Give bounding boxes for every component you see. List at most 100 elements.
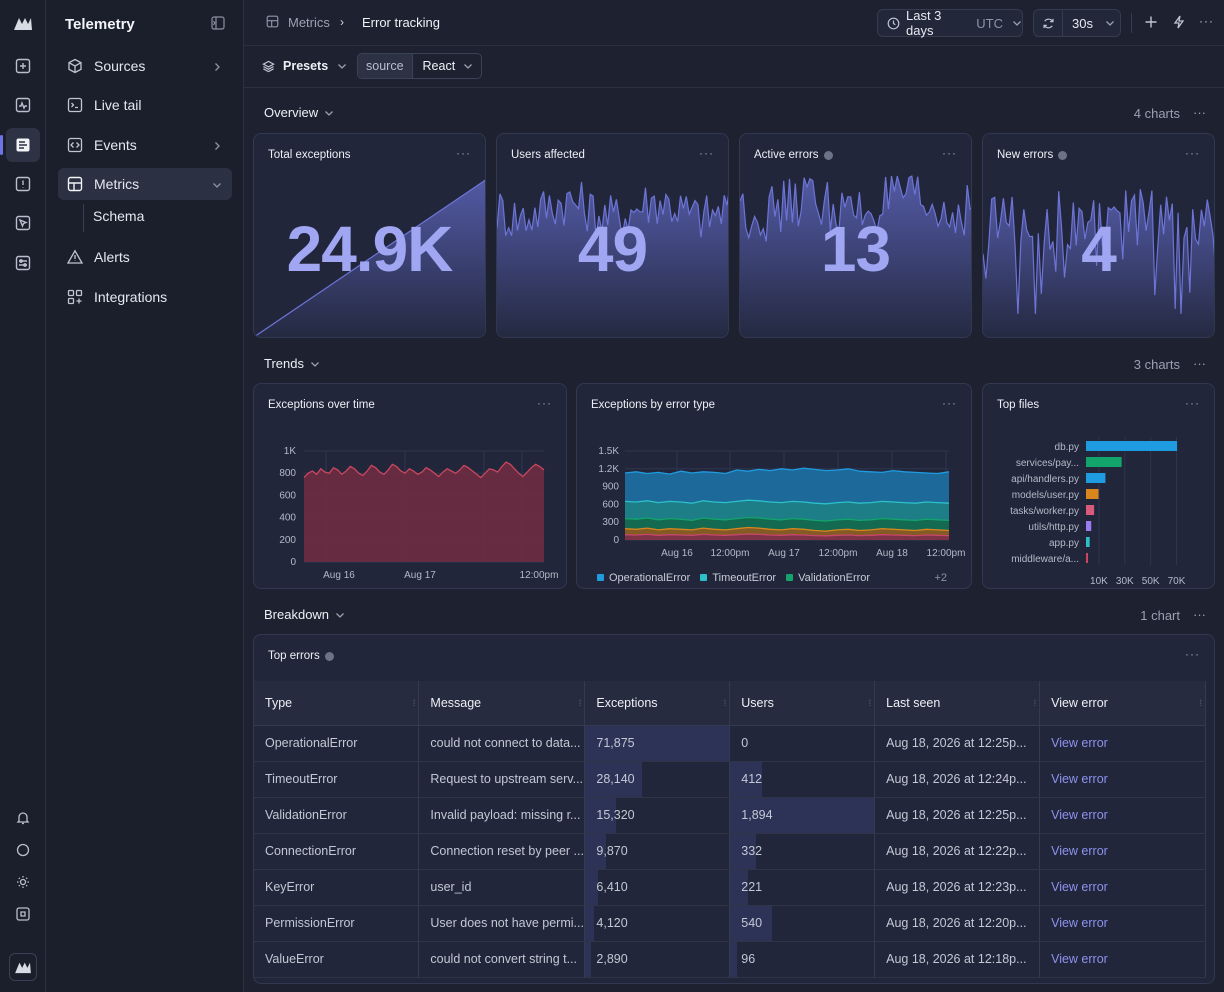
cursor-icon[interactable] bbox=[11, 211, 35, 235]
sidebar-collapse-icon[interactable] bbox=[211, 16, 225, 35]
logo-icon[interactable] bbox=[11, 11, 35, 35]
sidebar-item-events[interactable]: Events bbox=[58, 129, 232, 161]
more-icon[interactable]: ··· bbox=[1185, 647, 1200, 661]
plus-square-icon[interactable] bbox=[11, 54, 35, 78]
section-breakdown-toggle[interactable]: Breakdown bbox=[264, 607, 345, 622]
column-resize-handle[interactable]: ⁞ bbox=[1199, 698, 1202, 708]
cell-value: Aug 18, 2026 at 12:24p... bbox=[886, 772, 1027, 786]
more-icon[interactable]: ··· bbox=[1185, 396, 1200, 410]
sidebar-item-integrations[interactable]: Integrations bbox=[58, 281, 232, 313]
code-icon bbox=[66, 136, 84, 154]
view-error-link[interactable]: View error bbox=[1051, 844, 1108, 858]
table-row[interactable]: PermissionError User does not have permi.… bbox=[254, 905, 1206, 942]
table-cell-type: PermissionError bbox=[254, 905, 420, 942]
time-range-picker[interactable]: Last 3 days UTC bbox=[877, 8, 1023, 38]
table-cell-users: 221 bbox=[729, 869, 876, 906]
sun-icon[interactable] bbox=[11, 870, 35, 894]
presets-button[interactable]: Presets bbox=[262, 59, 347, 73]
column-header[interactable]: Users ⁞ bbox=[729, 681, 876, 726]
exceptions-over-time-chart: 0 200 400 600 800 1K Aug 16 Aug 17 12:00pm bbox=[279, 446, 558, 581]
table-cell-action[interactable]: View error bbox=[1039, 761, 1206, 798]
table-row[interactable]: ValueError could not convert string t... 2… bbox=[254, 941, 1206, 978]
more-icon[interactable]: ··· bbox=[1185, 146, 1200, 160]
more-icon[interactable]: ··· bbox=[942, 146, 957, 160]
column-resize-handle[interactable]: ⁞ bbox=[412, 698, 416, 708]
table-row[interactable]: ConnectionError Connection reset by peer … bbox=[254, 833, 1206, 870]
view-error-link[interactable]: View error bbox=[1051, 880, 1108, 894]
bell-icon[interactable] bbox=[11, 806, 35, 830]
section-trends-toggle[interactable]: Trends bbox=[264, 356, 320, 371]
column-resize-handle[interactable]: ⁞ bbox=[1033, 698, 1037, 708]
table-header-row: Type ⁞ Message ⁞ Exceptions ⁞ Users ⁞ Last seen ⁞… bbox=[254, 681, 1206, 726]
view-error-link[interactable]: View error bbox=[1051, 736, 1108, 750]
column-resize-handle[interactable]: ⁞ bbox=[723, 698, 727, 708]
more-icon[interactable]: ··· bbox=[942, 396, 957, 410]
table-cell-action[interactable]: View error bbox=[1039, 905, 1206, 942]
info-icon[interactable] bbox=[823, 150, 833, 160]
column-header[interactable]: Last seen ⁞ bbox=[874, 681, 1041, 726]
series-line bbox=[624, 499, 950, 505]
table-cell-action[interactable]: View error bbox=[1039, 941, 1206, 978]
sidebar-item-metrics[interactable]: Metrics bbox=[58, 168, 232, 200]
sidebar-item-alerts[interactable]: Alerts bbox=[58, 241, 232, 273]
more-icon[interactable]: ··· bbox=[1193, 105, 1206, 120]
sidebar-item-label: Alerts bbox=[94, 249, 130, 265]
view-error-link[interactable]: View error bbox=[1051, 772, 1108, 786]
dashboard-icon[interactable] bbox=[0, 128, 40, 162]
table-row[interactable]: TimeoutError Request to upstream serv... 2… bbox=[254, 761, 1206, 798]
cell-value: User does not have permi... bbox=[430, 916, 584, 930]
info-icon[interactable] bbox=[324, 651, 334, 661]
more-icon[interactable]: ··· bbox=[1193, 607, 1206, 622]
column-resize-handle[interactable]: ⁞ bbox=[868, 698, 872, 708]
column-resize-handle[interactable]: ⁞ bbox=[578, 698, 582, 708]
table-cell-users: 96 bbox=[729, 941, 876, 978]
alert-square-icon[interactable] bbox=[11, 172, 35, 196]
legend-more[interactable]: +2 bbox=[934, 572, 947, 584]
legend-item[interactable]: ValidationError bbox=[786, 572, 870, 584]
activity-icon[interactable] bbox=[11, 93, 35, 117]
more-icon[interactable]: ··· bbox=[456, 146, 471, 160]
breadcrumb-separator-icon: › bbox=[340, 15, 344, 29]
table-row[interactable]: KeyError user_id 6,410 221 Aug 18, 2026 at 1… bbox=[254, 869, 1206, 906]
sliders-icon[interactable] bbox=[11, 251, 35, 275]
table-cell-action[interactable]: View error bbox=[1039, 869, 1206, 906]
sidebar-subitem-schema[interactable]: Schema bbox=[93, 208, 145, 224]
plus-icon[interactable] bbox=[1144, 15, 1158, 34]
legend-item[interactable]: OperationalError bbox=[597, 572, 690, 584]
cell-value: 0 bbox=[741, 736, 749, 750]
table-row[interactable]: ValidationError Invalid payload: missing … bbox=[254, 797, 1206, 834]
more-icon[interactable]: ··· bbox=[699, 146, 714, 160]
view-error-link[interactable]: View error bbox=[1051, 952, 1108, 966]
more-icon[interactable]: ··· bbox=[537, 396, 552, 410]
sidebar-item-live-tail[interactable]: Live tail bbox=[58, 89, 232, 121]
column-header[interactable]: Message ⁞ bbox=[418, 681, 586, 726]
y-tick-label: 800 bbox=[279, 468, 296, 479]
chat-icon[interactable] bbox=[11, 838, 35, 862]
view-error-link[interactable]: View error bbox=[1051, 916, 1108, 930]
command-icon[interactable] bbox=[11, 902, 35, 926]
more-icon[interactable]: ··· bbox=[1199, 14, 1214, 28]
table-cell-action[interactable]: View error bbox=[1039, 725, 1206, 762]
column-header[interactable]: View error ⁞ bbox=[1039, 681, 1206, 726]
column-header[interactable]: Exceptions ⁞ bbox=[584, 681, 731, 726]
refresh-icon[interactable] bbox=[1034, 10, 1063, 36]
legend-swatch bbox=[700, 574, 708, 581]
refresh-control[interactable]: 30s bbox=[1033, 9, 1121, 37]
lightning-icon[interactable] bbox=[1172, 15, 1186, 34]
section-overview-toggle[interactable]: Overview bbox=[264, 105, 334, 120]
view-error-link[interactable]: View error bbox=[1051, 808, 1108, 822]
more-icon[interactable]: ··· bbox=[1193, 356, 1206, 371]
bar bbox=[1086, 537, 1090, 547]
workspace-avatar[interactable] bbox=[9, 953, 37, 981]
breadcrumb-parent[interactable]: Metrics bbox=[288, 15, 330, 30]
table-cell-action[interactable]: View error bbox=[1039, 797, 1206, 834]
table-cell-action[interactable]: View error bbox=[1039, 833, 1206, 870]
column-header[interactable]: Type ⁞ bbox=[254, 681, 420, 726]
source-filter-chip[interactable]: source React bbox=[357, 53, 483, 79]
info-icon[interactable] bbox=[1058, 150, 1068, 160]
table-row[interactable]: OperationalError could not connect to dat… bbox=[254, 725, 1206, 762]
sidebar-item-sources[interactable]: Sources bbox=[58, 50, 232, 82]
legend-item[interactable]: TimeoutError bbox=[700, 572, 776, 584]
app-title: Telemetry bbox=[65, 16, 135, 33]
bar bbox=[1086, 473, 1106, 483]
